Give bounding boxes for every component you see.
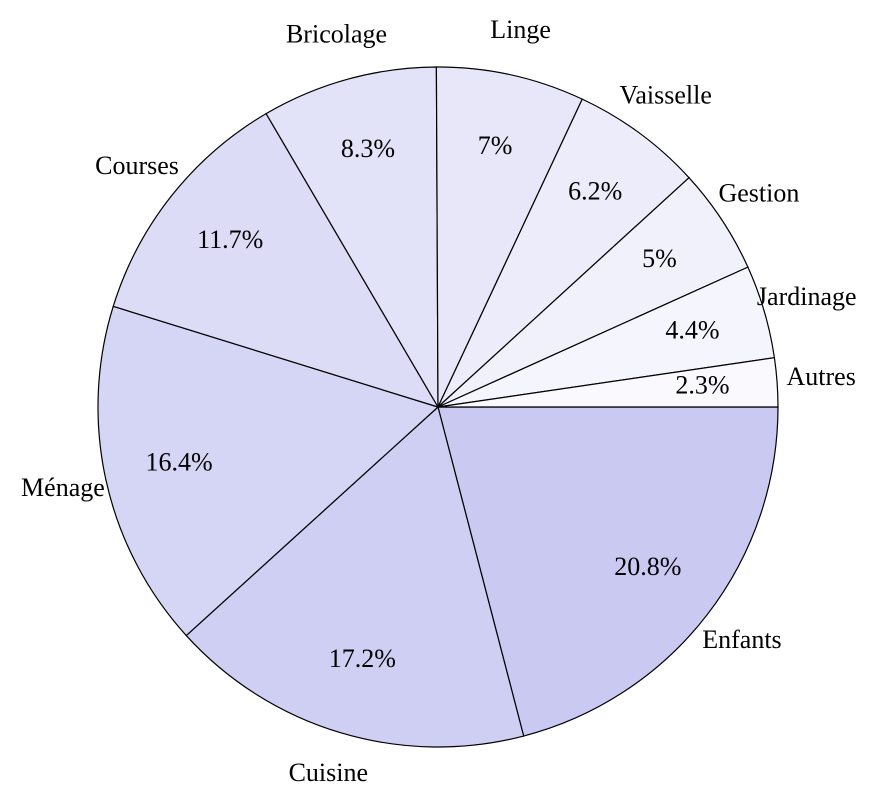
category-label: Gestion	[718, 179, 799, 208]
value-label: 5%	[642, 244, 677, 273]
category-label: Jardinage	[757, 282, 857, 311]
value-label: 8.3%	[341, 134, 395, 163]
category-label: Autres	[787, 362, 856, 391]
pie-slice	[437, 98, 690, 408]
category-label: Ménage	[21, 473, 105, 502]
category-label: Cuisine	[289, 758, 368, 787]
pie-slice	[112, 112, 440, 409]
pie-slice	[435, 66, 584, 408]
value-label: 20.8%	[614, 552, 681, 581]
pie-slice	[437, 357, 779, 408]
value-label: 6.2%	[568, 176, 622, 205]
category-label: Enfants	[702, 625, 781, 654]
category-label: Courses	[95, 151, 179, 180]
pie-slice	[185, 405, 525, 748]
value-label: 2.3%	[675, 371, 729, 400]
value-label: 7%	[478, 131, 513, 160]
value-label: 17.2%	[329, 644, 396, 673]
pie-slice	[265, 66, 439, 410]
value-label: 16.4%	[146, 447, 213, 476]
category-label: Linge	[490, 15, 551, 44]
pie-slice	[97, 305, 440, 637]
pie-slice	[437, 406, 779, 737]
value-label: 11.7%	[197, 225, 263, 254]
value-label: 4.4%	[665, 315, 719, 344]
category-label: Vaisselle	[619, 81, 711, 110]
category-label: Bricolage	[286, 19, 387, 48]
